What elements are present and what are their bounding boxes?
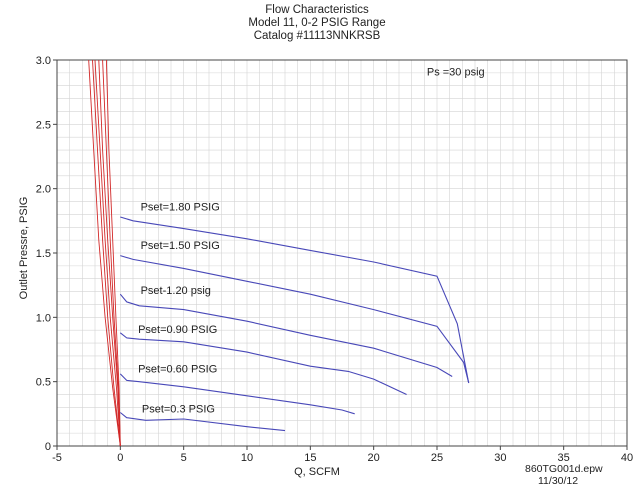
series-line — [120, 255, 470, 384]
y-tick-label: 0 — [45, 441, 51, 453]
series-label: Pset=1.80 PSIG — [141, 202, 220, 214]
series-line — [119, 293, 453, 377]
x-tick-label: -5 — [52, 452, 62, 464]
series-line — [119, 373, 355, 415]
series-line — [119, 412, 286, 432]
x-tick-label: 5 — [181, 452, 187, 464]
x-axis-label: Q, SCFM — [294, 466, 340, 478]
x-tick-label: 35 — [558, 452, 570, 464]
chart-title-line-2: Model 11, 0-2 PSIG Range — [248, 17, 386, 29]
x-tick-label: 15 — [304, 452, 316, 464]
y-tick-label: 2.0 — [36, 184, 51, 196]
x-tick-label: 25 — [431, 452, 443, 464]
x-tick-label: 30 — [494, 452, 506, 464]
series-label: Pset=1.50 PSIG — [141, 240, 220, 252]
x-tick-label: 20 — [368, 452, 380, 464]
load-line — [94, 59, 121, 447]
series-label: Pset=0.90 PSIG — [138, 324, 217, 336]
x-tick-label: 0 — [117, 452, 123, 464]
chart-title-line-1: Flow Characteristics — [265, 4, 369, 16]
footnote-date: 11/30/12 — [538, 475, 579, 487]
load-line — [105, 59, 121, 447]
y-tick-label: 3.0 — [36, 55, 51, 67]
load-line — [102, 59, 121, 447]
load-line — [88, 59, 121, 447]
y-tick-label: 2.5 — [36, 119, 51, 131]
load-line — [92, 59, 121, 447]
series-label: Pset=0.3 PSIG — [142, 404, 215, 416]
y-tick-label: 0.5 — [36, 377, 51, 389]
series-line — [120, 216, 470, 384]
series-line — [119, 332, 407, 395]
y-tick-label: 1.0 — [36, 312, 51, 324]
x-tick-label: 40 — [621, 452, 633, 464]
chart-title-line-3: Catalog #11113NNKRSB — [253, 30, 381, 42]
series-label: Pset-1.20 psig — [141, 285, 211, 297]
footnote-file: 860TG001d.epw — [525, 463, 603, 475]
annotation-text: Ps =30 psig — [427, 66, 485, 78]
x-tick-label: 10 — [241, 452, 253, 464]
load-line — [98, 59, 121, 447]
series-label: Pset=0.60 PSIG — [138, 364, 217, 376]
y-tick-label: 1.5 — [36, 248, 51, 260]
y-axis-label: Outlet Pressre, PSIG — [18, 196, 30, 300]
